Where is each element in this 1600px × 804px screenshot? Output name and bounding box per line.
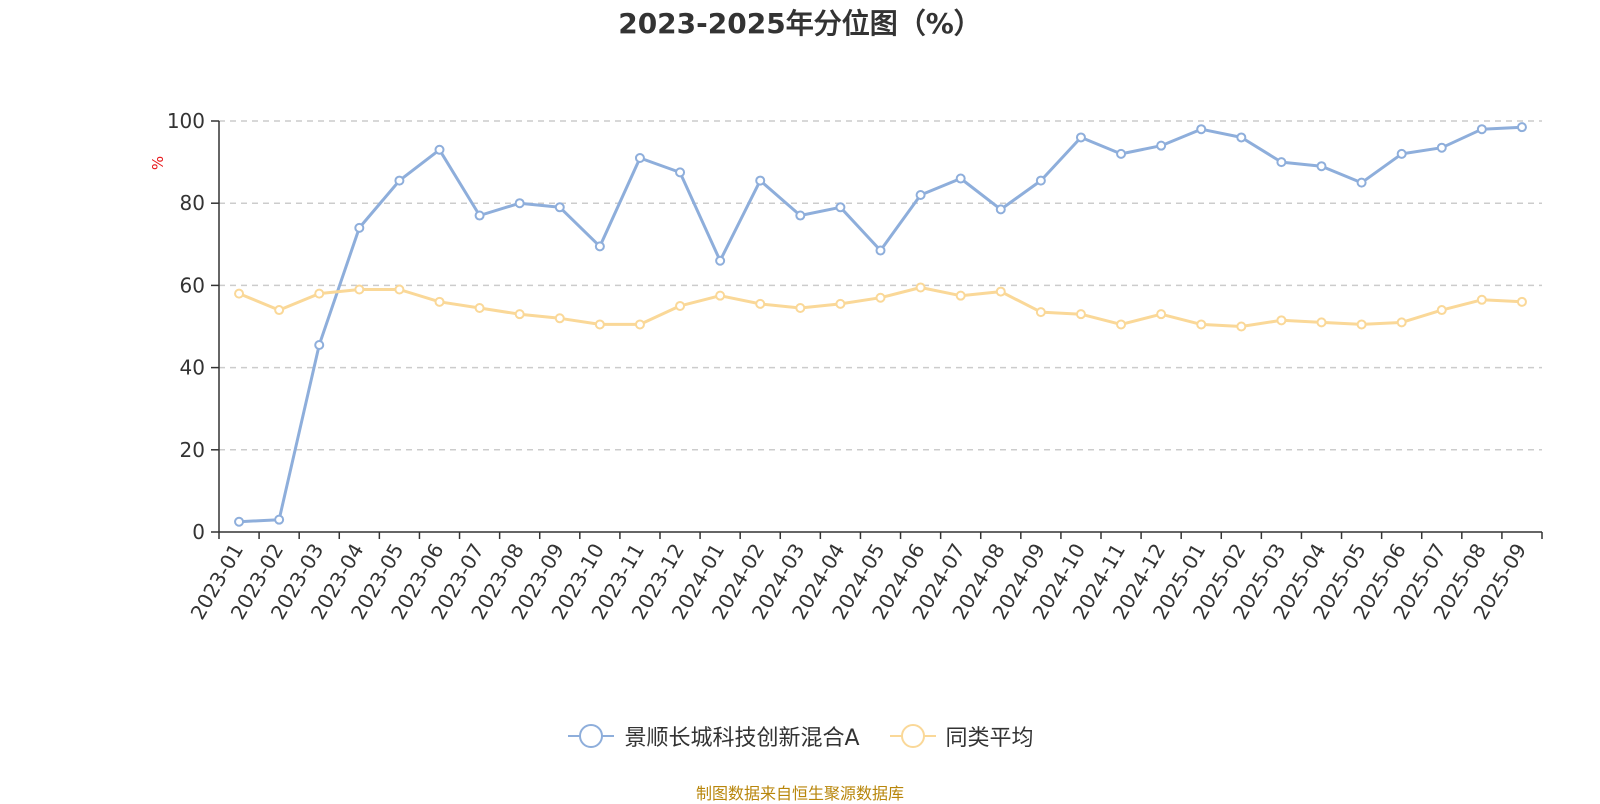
data-point-1[interactable]	[1476, 294, 1487, 305]
data-point-0[interactable]	[314, 339, 325, 350]
data-point-1[interactable]	[634, 319, 645, 330]
data-point-1[interactable]	[434, 296, 445, 307]
data-point-0[interactable]	[474, 210, 485, 221]
data-point-0[interactable]	[1035, 175, 1046, 186]
data-point-0[interactable]	[915, 189, 926, 200]
legend-item-peer-average[interactable]: 同类平均	[888, 720, 1034, 752]
data-point-0[interactable]	[995, 204, 1006, 215]
legend-item-fund[interactable]: 景顺长城科技创新混合A	[566, 720, 860, 752]
source-note: 制图数据来自恒生聚源数据库	[695, 784, 904, 803]
data-point-0[interactable]	[835, 202, 846, 213]
data-point-0[interactable]	[1156, 140, 1167, 151]
data-point-0[interactable]	[394, 175, 405, 186]
axis-layer: 0204060801002023-012023-022023-032023-04…	[167, 109, 1543, 624]
data-point-1[interactable]	[594, 319, 605, 330]
data-point-0[interactable]	[274, 514, 285, 525]
data-point-0[interactable]	[1316, 161, 1327, 172]
data-point-0[interactable]	[1356, 177, 1367, 188]
data-point-0[interactable]	[1116, 148, 1127, 159]
data-point-1[interactable]	[1236, 321, 1247, 332]
data-point-1[interactable]	[715, 290, 726, 301]
data-point-0[interactable]	[594, 241, 605, 252]
data-point-1[interactable]	[394, 284, 405, 295]
legend-label-peer-average: 同类平均	[945, 726, 1034, 751]
y-tick-label: 100	[167, 109, 205, 133]
y-tick-label: 60	[180, 273, 205, 297]
y-tick-label: 80	[180, 191, 205, 215]
data-point-0[interactable]	[1196, 124, 1207, 135]
data-point-0[interactable]	[1276, 157, 1287, 168]
y-tick-label: 0	[192, 520, 205, 544]
legend-marker-peer-average-icon	[889, 724, 936, 748]
data-point-0[interactable]	[1396, 148, 1407, 159]
data-point-1[interactable]	[1196, 319, 1207, 330]
data-point-0[interactable]	[234, 516, 245, 527]
data-point-1[interactable]	[755, 298, 766, 309]
data-point-1[interactable]	[1516, 296, 1527, 307]
data-point-0[interactable]	[675, 167, 686, 178]
data-point-1[interactable]	[1075, 309, 1086, 320]
data-point-0[interactable]	[755, 175, 766, 186]
legend: 景顺长城科技创新混合A 同类平均	[0, 720, 1600, 752]
data-point-1[interactable]	[675, 300, 686, 311]
legend-marker-fund-icon	[568, 724, 615, 748]
chart-title: 2023-2025年分位图（%）	[618, 7, 982, 40]
data-point-0[interactable]	[514, 198, 525, 209]
data-point-0[interactable]	[634, 152, 645, 163]
series-layer	[234, 122, 1527, 527]
data-point-0[interactable]	[1236, 132, 1247, 143]
data-point-0[interactable]	[715, 255, 726, 266]
data-point-0[interactable]	[1075, 132, 1086, 143]
data-point-1[interactable]	[354, 284, 365, 295]
data-point-1[interactable]	[314, 288, 325, 299]
data-point-1[interactable]	[234, 288, 245, 299]
grid-layer	[219, 120, 1542, 451]
data-point-1[interactable]	[514, 309, 525, 320]
data-point-1[interactable]	[875, 292, 886, 303]
data-point-0[interactable]	[1516, 122, 1527, 133]
data-point-1[interactable]	[1156, 309, 1167, 320]
data-point-1[interactable]	[554, 313, 565, 324]
data-point-1[interactable]	[795, 303, 806, 314]
data-point-1[interactable]	[1276, 315, 1287, 326]
y-axis-label: %	[149, 156, 167, 170]
data-point-1[interactable]	[1316, 317, 1327, 328]
data-point-1[interactable]	[474, 303, 485, 314]
data-point-1[interactable]	[1356, 319, 1367, 330]
y-tick-label: 40	[180, 356, 205, 380]
series-line-0	[238, 125, 1523, 524]
data-point-0[interactable]	[795, 210, 806, 221]
data-point-0[interactable]	[1476, 124, 1487, 135]
data-point-1[interactable]	[995, 286, 1006, 297]
data-point-0[interactable]	[554, 202, 565, 213]
data-point-1[interactable]	[1035, 307, 1046, 318]
legend-label-fund: 景顺长城科技创新混合A	[624, 726, 860, 751]
data-point-0[interactable]	[875, 245, 886, 256]
data-point-0[interactable]	[434, 144, 445, 155]
data-point-1[interactable]	[835, 298, 846, 309]
data-point-1[interactable]	[274, 305, 285, 316]
data-point-1[interactable]	[955, 290, 966, 301]
data-point-1[interactable]	[1116, 319, 1127, 330]
data-point-0[interactable]	[955, 173, 966, 184]
data-point-1[interactable]	[915, 282, 926, 293]
y-tick-label: 20	[180, 438, 205, 462]
data-point-0[interactable]	[354, 222, 365, 233]
data-point-0[interactable]	[1436, 142, 1447, 153]
data-point-1[interactable]	[1436, 305, 1447, 316]
data-point-1[interactable]	[1396, 317, 1407, 328]
